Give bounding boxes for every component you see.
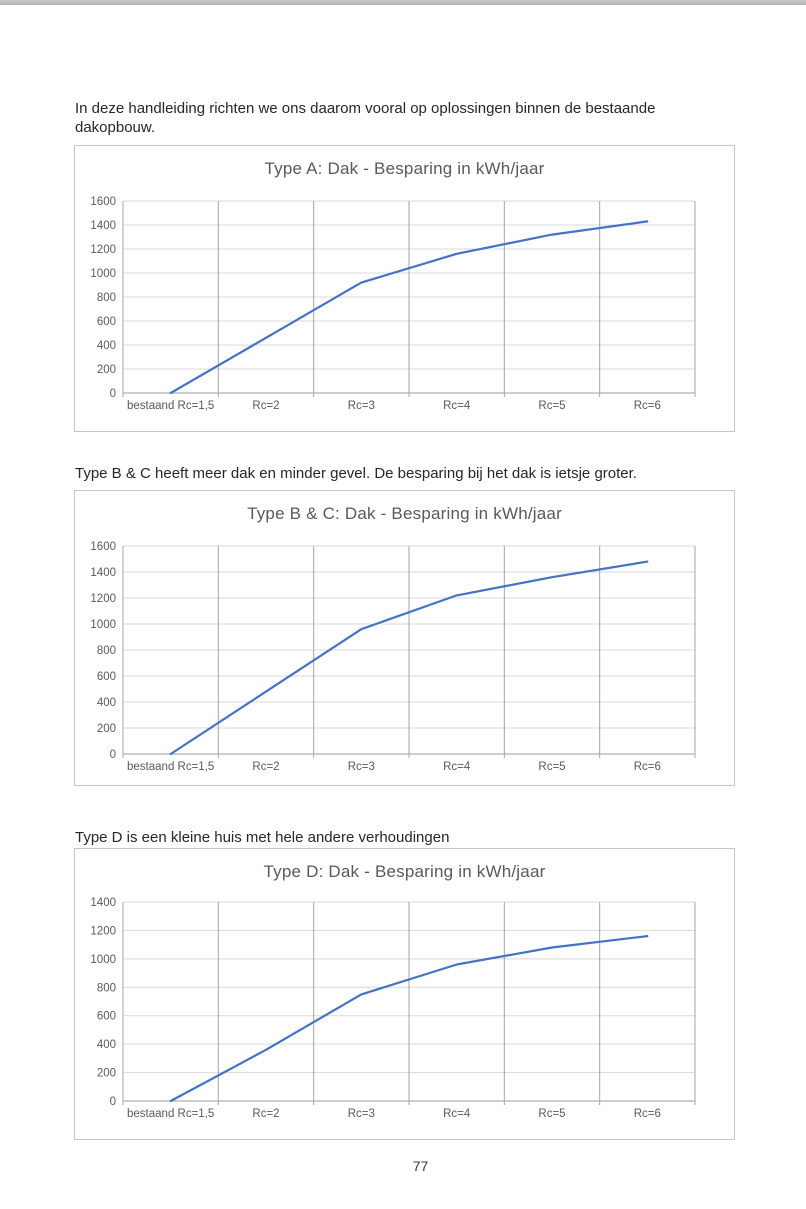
y-axis-tick-label: 0 <box>110 749 116 761</box>
y-axis-tick-label: 600 <box>97 671 116 683</box>
chart-type-d: Type D: Dak - Besparing in kWh/jaar 0 200… <box>74 848 735 1140</box>
x-axis-category-label: Rc=5 <box>538 1108 565 1120</box>
chart-canvas-type-bc: 0 200 400 600 800 1000 1200 1400 1600 bestaand Rc… <box>90 541 696 773</box>
x-axis-category-label: Rc=4 <box>443 400 471 412</box>
y-axis-tick-label: 1400 <box>90 897 116 909</box>
y-axis-tick-label: 400 <box>97 697 116 709</box>
x-axis-category-label: Rc=3 <box>348 1108 375 1120</box>
x-axis-category-label: Rc=5 <box>538 400 565 412</box>
y-axis-tick-label: 1600 <box>90 196 116 208</box>
y-axis-tick-label: 1200 <box>90 244 116 256</box>
data-line-besparing <box>169 560 649 756</box>
y-axis-tick-label: 1000 <box>90 619 116 631</box>
y-axis-tick-label: 1400 <box>90 567 116 579</box>
page-top-divider <box>0 0 806 5</box>
y-axis-tick-label: 600 <box>97 316 116 328</box>
y-axis-tick-label: 0 <box>110 388 116 400</box>
y-axis-tick-label: 200 <box>97 723 116 735</box>
y-axis-tick-label: 1600 <box>90 541 116 553</box>
chart-title-type-a: Type A: Dak - Besparing in kWh/jaar <box>264 159 545 178</box>
x-axis-category-label: Rc=3 <box>348 400 375 412</box>
y-axis-tick-label: 1200 <box>90 925 116 937</box>
page-number: 77 <box>412 1158 429 1174</box>
x-axis-category-label: Rc=6 <box>634 1108 661 1120</box>
y-axis-tick-label: 1000 <box>90 954 116 966</box>
y-axis-tick-label: 400 <box>97 1039 116 1051</box>
y-axis-tick-label: 600 <box>97 1011 116 1023</box>
x-axis-category-label: Rc=4 <box>443 1108 471 1120</box>
chart-canvas-type-d: 0 200 400 600 800 1000 1200 1400 bestaand Rc=1,5… <box>90 897 696 1120</box>
y-axis-tick-label: 200 <box>97 364 116 376</box>
y-axis-tick-label: 1400 <box>90 220 116 232</box>
x-axis-category-label: Rc=2 <box>252 1108 279 1120</box>
x-axis-category-label: Rc=4 <box>443 761 471 773</box>
paragraph-type-bc: Type B & C heeft meer dak en minder geve… <box>75 465 637 482</box>
y-axis-tick-label: 0 <box>110 1096 116 1108</box>
paragraph-intro: In deze handleiding richten we ons daaro… <box>75 100 656 136</box>
x-axis-category-label: bestaand Rc=1,5 <box>127 761 214 773</box>
chart-type-bc: Type B & C: Dak - Besparing in kWh/jaar … <box>74 490 735 786</box>
data-line-besparing <box>169 934 649 1103</box>
x-axis-category-label: Rc=3 <box>348 761 375 773</box>
data-line-besparing <box>169 220 649 395</box>
y-axis-tick-label: 1200 <box>90 593 116 605</box>
chart-title-type-bc: Type B & C: Dak - Besparing in kWh/jaar <box>247 504 562 523</box>
x-axis-category-label: Rc=2 <box>252 400 279 412</box>
chart-title-type-d: Type D: Dak - Besparing in kWh/jaar <box>263 862 546 881</box>
paragraph-type-d: Type D is een kleine huis met hele ander… <box>75 829 450 846</box>
chart-type-a: Type A: Dak - Besparing in kWh/jaar 0 200… <box>74 145 735 432</box>
y-axis-tick-label: 800 <box>97 645 116 657</box>
x-axis-category-label: bestaand Rc=1,5 <box>127 400 214 412</box>
y-axis-tick-label: 400 <box>97 340 116 352</box>
x-axis-category-label: Rc=6 <box>634 400 661 412</box>
x-axis-category-label: bestaand Rc=1,5 <box>127 1108 214 1120</box>
y-axis-tick-label: 1000 <box>90 268 116 280</box>
y-axis-tick-label: 200 <box>97 1068 116 1080</box>
chart-canvas-type-a: 0 200 400 600 800 1000 1200 1400 1600 bestaand Rc… <box>90 196 696 412</box>
x-axis-category-label: Rc=6 <box>634 761 661 773</box>
y-axis-tick-label: 800 <box>97 982 116 994</box>
x-axis-category-label: Rc=2 <box>252 761 279 773</box>
x-axis-category-label: Rc=5 <box>538 761 565 773</box>
y-axis-tick-label: 800 <box>97 292 116 304</box>
